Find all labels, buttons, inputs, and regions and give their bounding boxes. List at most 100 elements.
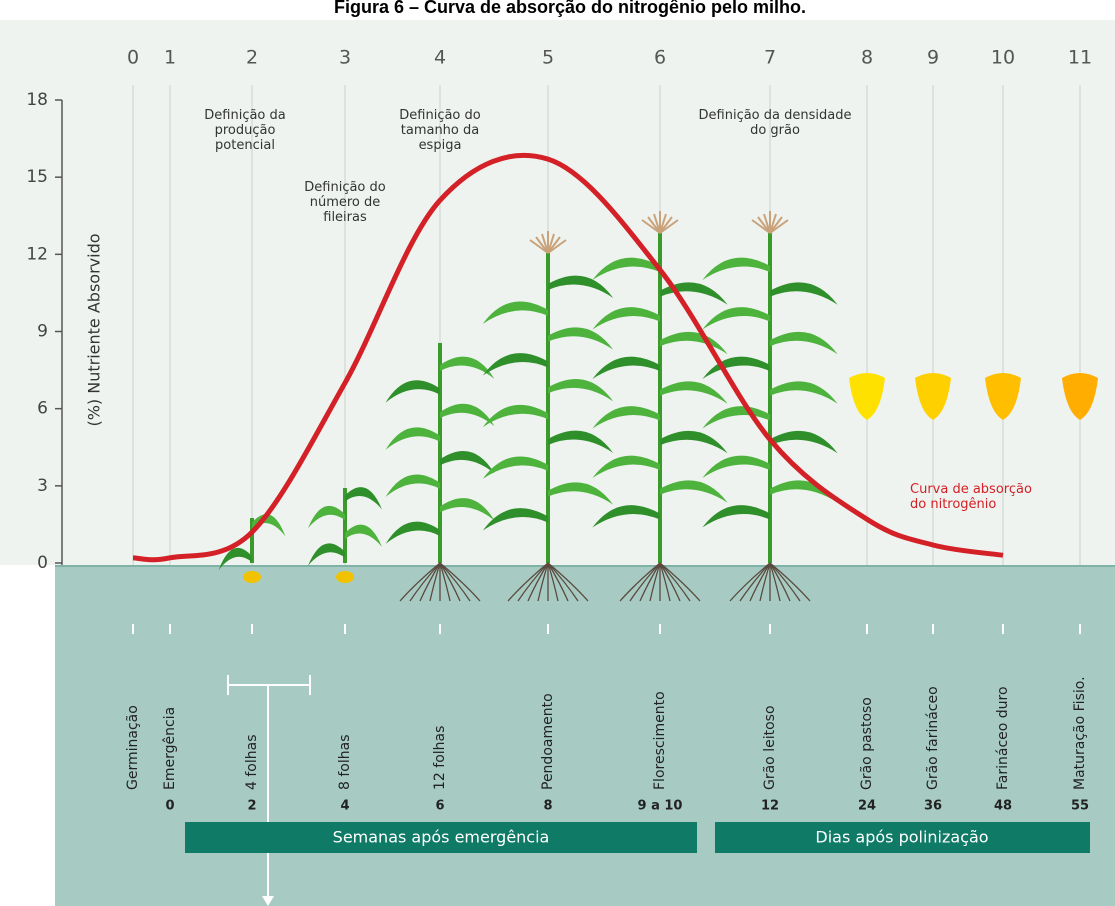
root xyxy=(769,562,791,602)
root xyxy=(547,562,559,602)
plant xyxy=(592,211,728,602)
leaf xyxy=(440,356,495,379)
kernel xyxy=(985,373,1021,420)
root xyxy=(749,562,771,602)
soil-area xyxy=(55,565,1115,906)
leaf xyxy=(385,521,440,544)
leaf xyxy=(660,430,728,454)
y-axis-label: (%) Nutriente Absorvido xyxy=(85,233,104,426)
root xyxy=(619,562,661,602)
kernel xyxy=(849,373,885,420)
leaf xyxy=(548,327,614,350)
leaf xyxy=(345,524,382,547)
root xyxy=(517,562,549,602)
root xyxy=(639,562,661,602)
leaf xyxy=(702,505,770,528)
leaf xyxy=(345,487,382,510)
leaf xyxy=(660,282,728,305)
leaf xyxy=(385,427,440,450)
y-tick-label: 15 xyxy=(26,167,48,187)
tassel xyxy=(757,216,771,234)
leaf xyxy=(702,406,770,429)
x-tick-label: 9 xyxy=(927,47,939,69)
tassel xyxy=(535,236,549,254)
leaf xyxy=(702,455,770,478)
root xyxy=(739,562,771,602)
x-tick-label: 8 xyxy=(861,47,873,69)
y-tick-label: 0 xyxy=(37,553,48,573)
leaf xyxy=(308,543,345,566)
root xyxy=(649,562,661,602)
stage-label: Maturação Fisio. xyxy=(1072,676,1088,790)
root xyxy=(659,562,681,602)
root xyxy=(547,562,589,602)
timing-label: 8 xyxy=(543,799,552,814)
tassel xyxy=(659,219,679,234)
stage-label: Grão leitoso xyxy=(762,705,778,790)
plot-area xyxy=(0,20,1115,565)
leaf xyxy=(482,301,548,324)
leaf xyxy=(592,356,660,379)
leaf xyxy=(770,381,838,404)
x-tick-label: 10 xyxy=(991,47,1015,69)
root xyxy=(419,562,441,602)
x-tick-label: 7 xyxy=(764,47,776,69)
root xyxy=(629,562,661,602)
root xyxy=(537,562,549,602)
leaf xyxy=(770,480,838,503)
leaf xyxy=(548,430,614,453)
leaf xyxy=(385,474,440,497)
y-tick-label: 3 xyxy=(37,476,48,496)
tassel xyxy=(641,219,661,234)
leaf xyxy=(770,331,838,355)
root xyxy=(659,562,671,602)
y-tick-label: 12 xyxy=(26,244,48,264)
stage-label: Farináceo duro xyxy=(995,686,1011,790)
root xyxy=(399,562,441,602)
timing-label: 12 xyxy=(761,799,779,814)
absorption-curve xyxy=(132,152,1004,563)
root xyxy=(439,562,461,602)
plant xyxy=(308,487,382,566)
leaf xyxy=(592,257,660,280)
leaf xyxy=(770,430,838,454)
series-label: Curva de absorção do nitrogênio xyxy=(910,482,1032,512)
plant xyxy=(482,231,614,602)
timing-label: 48 xyxy=(994,799,1012,814)
kernel xyxy=(1062,373,1098,420)
period-band xyxy=(715,822,1090,853)
ground-line xyxy=(55,565,1115,567)
tassel xyxy=(547,233,555,254)
stage-label: 12 folhas xyxy=(432,726,448,790)
plant xyxy=(385,343,495,602)
stage-label: 4 folhas xyxy=(244,735,260,791)
leaf xyxy=(770,282,838,305)
annotation: Definição do número de fileiras xyxy=(304,180,386,225)
leaf xyxy=(548,482,614,505)
root xyxy=(439,562,481,602)
seed xyxy=(336,571,354,583)
leaf xyxy=(592,505,660,528)
x-tick-label: 0 xyxy=(127,47,139,69)
leaf xyxy=(660,480,728,503)
timing-label: 24 xyxy=(858,799,876,814)
root xyxy=(409,562,441,602)
x-tick-label: 5 xyxy=(542,47,554,69)
plant xyxy=(702,211,838,602)
x-tick-label: 1 xyxy=(164,47,176,69)
root xyxy=(527,562,549,602)
leaf xyxy=(440,450,495,474)
root xyxy=(769,562,781,602)
timing-label: 55 xyxy=(1071,799,1089,814)
root xyxy=(759,562,771,602)
root xyxy=(507,562,549,602)
leaf xyxy=(592,455,660,478)
leaf xyxy=(702,356,770,379)
timing-label: 6 xyxy=(435,799,444,814)
root xyxy=(429,562,441,602)
x-tick-label: 4 xyxy=(434,47,446,69)
root xyxy=(439,562,451,602)
leaf xyxy=(482,456,548,479)
leaf xyxy=(482,353,548,376)
root xyxy=(729,562,771,602)
